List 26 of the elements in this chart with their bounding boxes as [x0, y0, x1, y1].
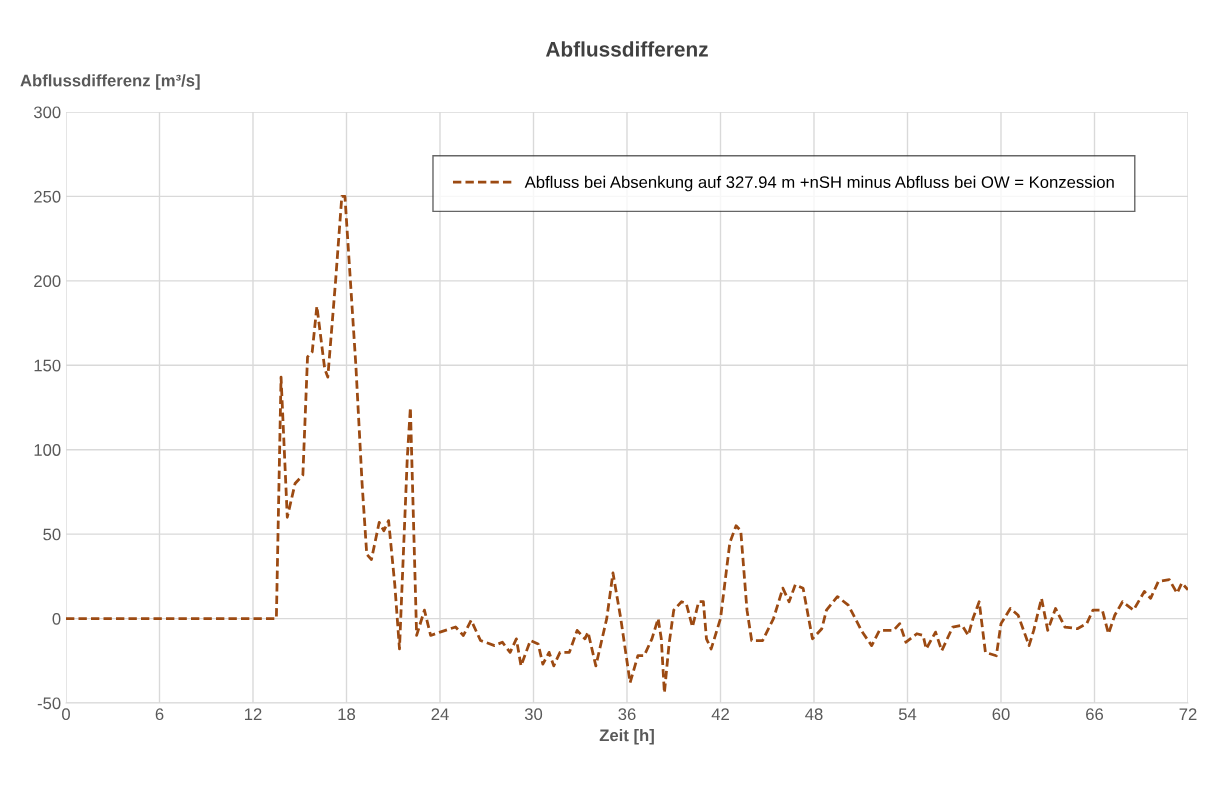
x-tick-label: 48: [805, 708, 823, 721]
x-tick-label: 42: [711, 708, 729, 720]
legend-label: Abfluss bei Absenkung auf 327.94 m +nSH minus Abfluss bei OW = Konzession: [524, 175, 1114, 192]
y-tick-label: 0: [52, 612, 61, 625]
x-tick-label: 60: [992, 708, 1010, 721]
chart-title: Abflussdifferenz: [545, 41, 708, 57]
x-tick-label: 18: [338, 708, 356, 721]
y-axis-title: Abflussdifferenz [m³/s]: [20, 74, 200, 90]
line-series: [66, 195, 1188, 695]
x-tick-label: 72: [1179, 708, 1197, 720]
y-tick-label: -50: [37, 697, 61, 710]
x-tick-label: 30: [524, 708, 543, 721]
y-tick-label: 100: [34, 444, 61, 456]
y-tick-label: 50: [43, 528, 61, 541]
y-tick-label: 300: [33, 106, 61, 119]
x-tick-label: 0: [62, 708, 70, 721]
x-tick-label: 12: [245, 708, 262, 720]
x-tick-label: 66: [1086, 708, 1104, 721]
x-tick-label: 54: [898, 708, 917, 721]
x-axis-title: Zeit [h]: [599, 728, 654, 745]
y-tick-label: 250: [34, 190, 61, 203]
x-tick-label: 24: [431, 708, 449, 720]
x-tick-label: 6: [155, 708, 164, 721]
y-tick-label: 150: [34, 359, 61, 372]
y-tick-label: 200: [34, 275, 61, 288]
x-tick-label: 36: [618, 708, 636, 721]
